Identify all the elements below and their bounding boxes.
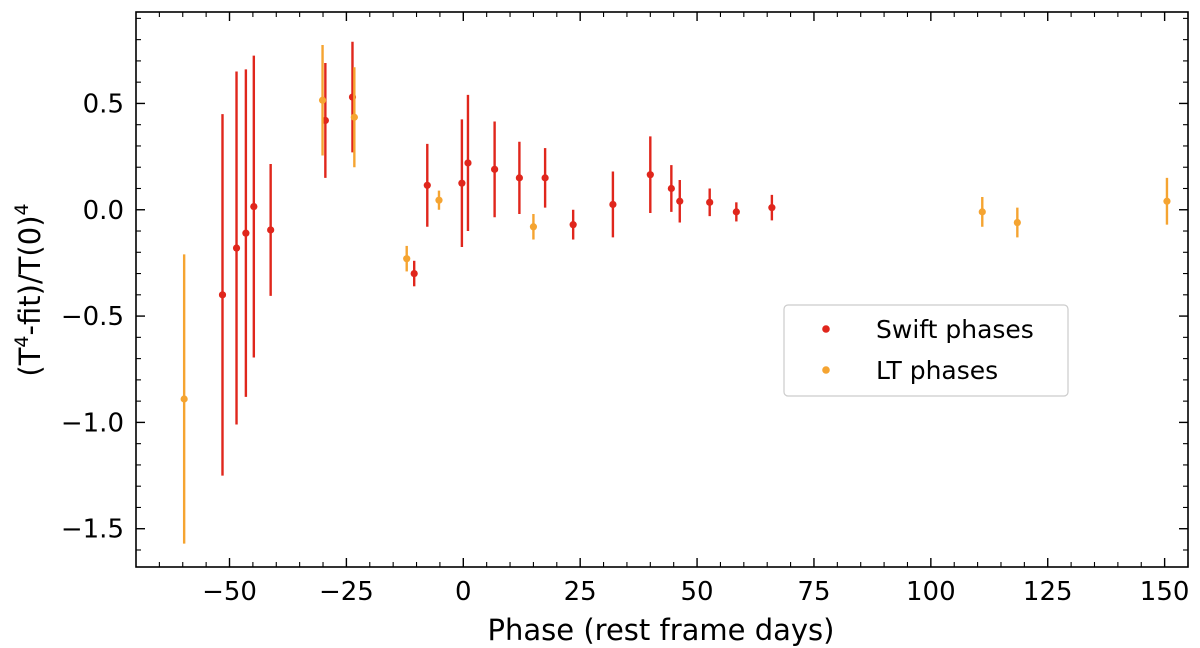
swift-data-point xyxy=(267,226,275,234)
plot-frame xyxy=(135,11,1189,568)
x-tick-label: 50 xyxy=(681,577,714,607)
lt-data-point xyxy=(1163,197,1171,205)
legend-marker-swift xyxy=(822,325,830,333)
swift-data-point xyxy=(491,165,499,173)
lt-data-point xyxy=(1013,218,1021,227)
swift-data-point xyxy=(464,159,472,167)
y-tick-label: −0.5 xyxy=(61,302,124,332)
y-tick-label: −1.0 xyxy=(61,408,124,438)
x-tick-label: −25 xyxy=(319,577,374,607)
swift-data-point xyxy=(423,181,431,189)
axes: −50 −25 0 25 50 75 100 125 150 −1.5 −1.0 −0.5 0.0 0.5 xyxy=(61,12,1190,607)
swift-data-point xyxy=(410,269,418,278)
swift-data-point xyxy=(706,198,714,206)
lt-data-point xyxy=(403,255,411,263)
legend-marker-lt xyxy=(822,366,830,374)
swift-data-point xyxy=(667,184,675,193)
swift-data-point xyxy=(242,229,250,237)
swift-data-point xyxy=(232,244,241,252)
swift-data-point xyxy=(218,291,227,299)
swift-data-point xyxy=(569,221,577,229)
y-axis-label: (T4-fit)/T(0)4 xyxy=(11,203,47,376)
x-tick-label: 75 xyxy=(797,577,830,607)
x-tick-label: 25 xyxy=(564,577,597,607)
x-tick-label: 150 xyxy=(1140,577,1190,607)
data-points xyxy=(180,41,1171,544)
y-axis-label-superscript: 4 xyxy=(11,203,33,215)
legend-label-swift: Swift phases xyxy=(876,315,1034,344)
y-axis-label-part: (T xyxy=(13,347,47,376)
y-axis-label-part: -fit)/T(0) xyxy=(13,215,47,335)
legend-label-lt: LT phases xyxy=(876,356,998,385)
swift-data-point xyxy=(541,174,549,182)
x-tick-label: 125 xyxy=(1023,577,1073,607)
y-tick-label: −1.5 xyxy=(61,515,124,545)
y-tick-label: 0.5 xyxy=(83,89,124,119)
legend-box xyxy=(783,304,1069,397)
swift-data-point xyxy=(515,174,523,182)
swift-data-point xyxy=(676,197,684,205)
legend: Swift phases LT phases xyxy=(783,304,1069,397)
x-tick-label: 0 xyxy=(455,577,472,607)
y-axis-label-superscript: 4 xyxy=(11,335,33,347)
lt-data-point xyxy=(318,96,327,104)
lt-data-point xyxy=(529,223,538,231)
lt-data-point xyxy=(978,208,986,216)
lt-data-point xyxy=(350,113,358,121)
swift-data-point xyxy=(732,208,740,216)
swift-data-point xyxy=(609,200,617,209)
swift-data-point xyxy=(646,171,654,179)
y-tick-label: 0.0 xyxy=(83,196,124,226)
lt-data-point xyxy=(435,196,443,204)
x-tick-label: −50 xyxy=(202,577,257,607)
swift-data-point xyxy=(768,204,776,212)
lt-data-point xyxy=(180,395,188,403)
swift-data-point xyxy=(250,202,258,211)
swift-data-point xyxy=(458,179,466,187)
x-axis-label: Phase (rest frame days) xyxy=(488,613,835,647)
x-tick-label: 100 xyxy=(906,577,956,607)
